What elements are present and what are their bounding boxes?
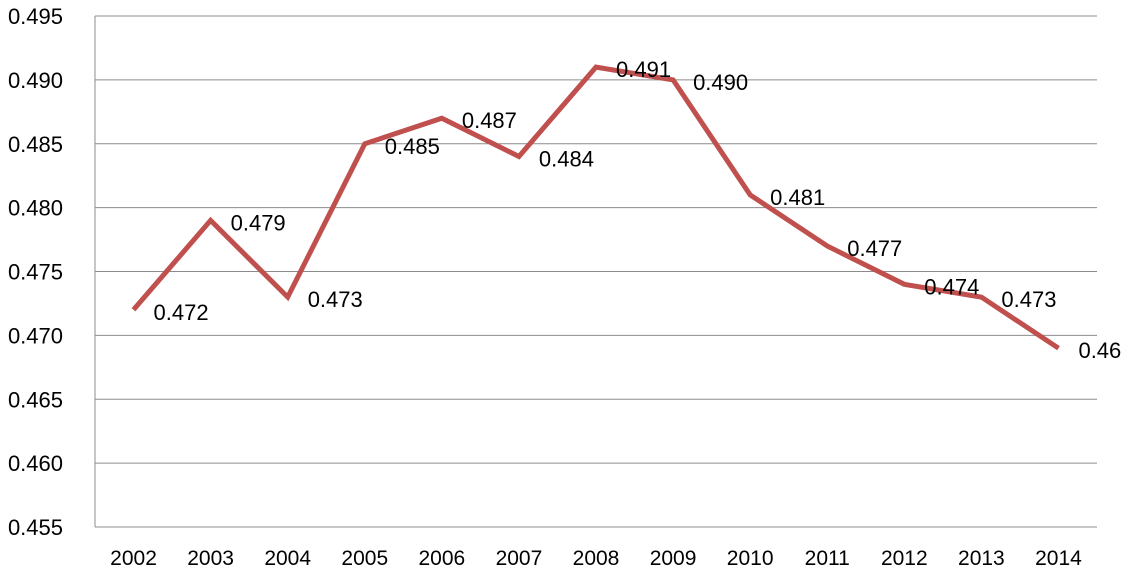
- gridlines: [95, 15, 1097, 464]
- data-label: 0.474: [924, 274, 979, 299]
- x-tick-label: 2005: [341, 547, 388, 570]
- y-tick-label: 0.480: [8, 196, 63, 221]
- data-label: 0.477: [847, 236, 902, 261]
- data-label: 0.490: [693, 70, 748, 95]
- series-line: [131, 64, 1060, 351]
- y-axis-tick-labels: 0.455 0.460 0.465 0.470 0.475 0.480 0.485 0.490…: [8, 4, 63, 540]
- data-label: 0.485: [385, 134, 440, 159]
- x-tick-label: 2014: [1035, 547, 1082, 570]
- data-label: 0.481: [770, 185, 825, 210]
- y-tick-label: 0.485: [8, 132, 63, 157]
- x-tick-label: 2006: [418, 547, 465, 570]
- x-tick-label: 2008: [573, 547, 620, 570]
- data-labels: 0.472 0.479 0.473 0.485 0.487 0.484 0.491 0.490…: [154, 57, 1122, 363]
- y-tick-label: 0.475: [8, 260, 63, 285]
- data-label: 0.473: [308, 287, 363, 312]
- data-label: 0.487: [462, 108, 517, 133]
- data-label: 0.473: [1001, 287, 1056, 312]
- x-tick-label: 2013: [958, 547, 1005, 570]
- y-tick-label: 0.460: [8, 451, 63, 476]
- y-tick-label: 0.455: [8, 515, 63, 540]
- y-tick-label: 0.470: [8, 323, 63, 348]
- x-tick-label: 2004: [264, 547, 311, 570]
- axes: [94, 16, 1097, 528]
- data-label: 0.491: [616, 57, 671, 82]
- x-tick-label: 2007: [496, 547, 543, 570]
- x-tick-label: 2012: [881, 547, 928, 570]
- y-tick-label: 0.495: [8, 4, 63, 29]
- data-label: 0.472: [154, 300, 209, 325]
- x-tick-label: 2002: [110, 547, 157, 570]
- y-tick-label: 0.465: [8, 387, 63, 412]
- y-tick-label: 0.490: [8, 68, 63, 93]
- series-layer: [131, 64, 1060, 351]
- x-axis-tick-labels: 2002 2003 2004 2005 2006 2007 2008 2009 2010 2011…: [110, 547, 1082, 570]
- data-label: 0.484: [539, 147, 594, 172]
- x-tick-label: 2009: [650, 547, 697, 570]
- x-tick-label: 2003: [187, 547, 234, 570]
- x-tick-label: 2010: [727, 547, 774, 570]
- x-tick-label: 2011: [805, 547, 850, 570]
- data-label: 0.469: [1078, 338, 1122, 363]
- data-label: 0.479: [231, 210, 286, 235]
